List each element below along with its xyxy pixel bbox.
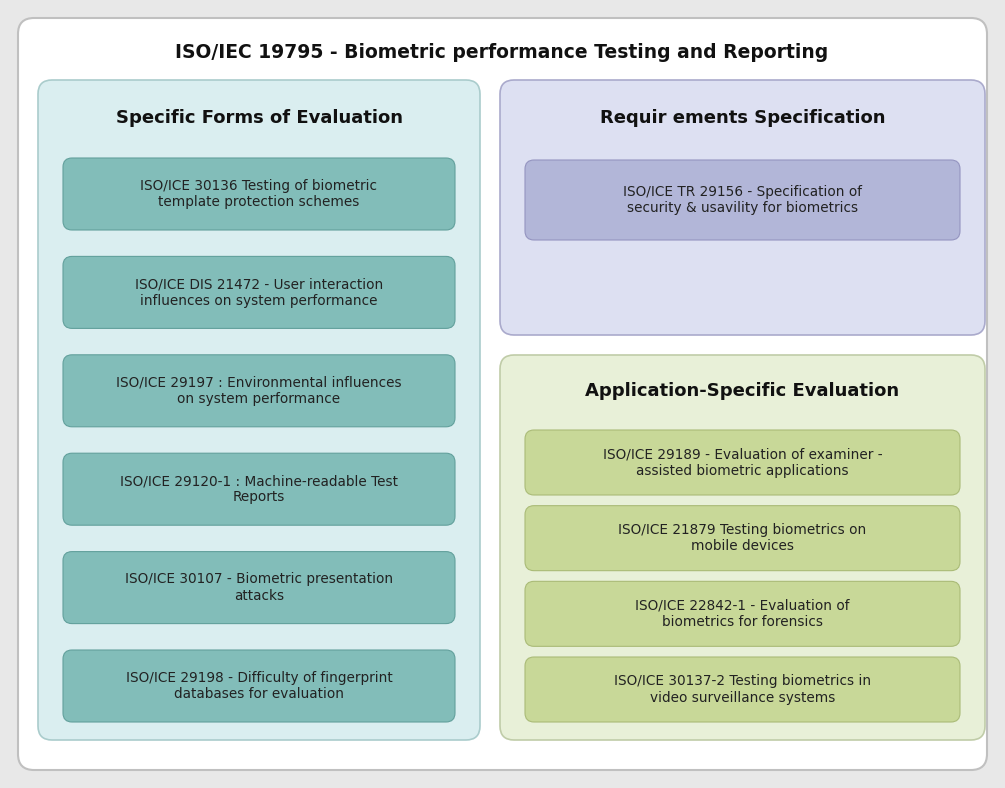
FancyBboxPatch shape bbox=[525, 582, 960, 646]
Text: ISO/ICE 29197 : Environmental influences
on system performance: ISO/ICE 29197 : Environmental influences… bbox=[117, 376, 402, 406]
FancyBboxPatch shape bbox=[38, 80, 480, 740]
Text: Application-Specific Evaluation: Application-Specific Evaluation bbox=[586, 382, 899, 400]
FancyBboxPatch shape bbox=[525, 657, 960, 722]
Text: ISO/IEC 19795 - Biometric performance Testing and Reporting: ISO/IEC 19795 - Biometric performance Te… bbox=[176, 43, 829, 61]
Text: ISO/ICE DIS 21472 - User interaction
influences on system performance: ISO/ICE DIS 21472 - User interaction inf… bbox=[135, 277, 383, 307]
Text: ISO/ICE 29120-1 : Machine-readable Test
Reports: ISO/ICE 29120-1 : Machine-readable Test … bbox=[120, 474, 398, 504]
FancyBboxPatch shape bbox=[500, 355, 985, 740]
FancyBboxPatch shape bbox=[63, 453, 455, 525]
Text: ISO/ICE TR 29156 - Specification of
security & usavility for biometrics: ISO/ICE TR 29156 - Specification of secu… bbox=[623, 185, 862, 215]
FancyBboxPatch shape bbox=[63, 552, 455, 623]
FancyBboxPatch shape bbox=[63, 355, 455, 427]
FancyBboxPatch shape bbox=[18, 18, 987, 770]
FancyBboxPatch shape bbox=[63, 256, 455, 329]
FancyBboxPatch shape bbox=[63, 158, 455, 230]
Text: ISO/ICE 21879 Testing biometrics on
mobile devices: ISO/ICE 21879 Testing biometrics on mobi… bbox=[618, 523, 866, 553]
Text: Requir ements Specification: Requir ements Specification bbox=[600, 109, 885, 127]
Text: ISO/ICE 30137-2 Testing biometrics in
video surveillance systems: ISO/ICE 30137-2 Testing biometrics in vi… bbox=[614, 675, 871, 704]
FancyBboxPatch shape bbox=[525, 160, 960, 240]
Text: ISO/ICE 29189 - Evaluation of examiner -
assisted biometric applications: ISO/ICE 29189 - Evaluation of examiner -… bbox=[603, 448, 882, 478]
FancyBboxPatch shape bbox=[525, 430, 960, 495]
Text: ISO/ICE 29198 - Difficulty of fingerprint
databases for evaluation: ISO/ICE 29198 - Difficulty of fingerprin… bbox=[126, 671, 392, 701]
Text: ISO/ICE 22842-1 - Evaluation of
biometrics for forensics: ISO/ICE 22842-1 - Evaluation of biometri… bbox=[635, 599, 850, 629]
FancyBboxPatch shape bbox=[500, 80, 985, 335]
FancyBboxPatch shape bbox=[63, 650, 455, 722]
Text: Specific Forms of Evaluation: Specific Forms of Evaluation bbox=[116, 109, 402, 127]
Text: ISO/ICE 30136 Testing of biometric
template protection schemes: ISO/ICE 30136 Testing of biometric templ… bbox=[141, 179, 378, 209]
Text: ISO/ICE 30107 - Biometric presentation
attacks: ISO/ICE 30107 - Biometric presentation a… bbox=[125, 573, 393, 603]
FancyBboxPatch shape bbox=[525, 506, 960, 571]
